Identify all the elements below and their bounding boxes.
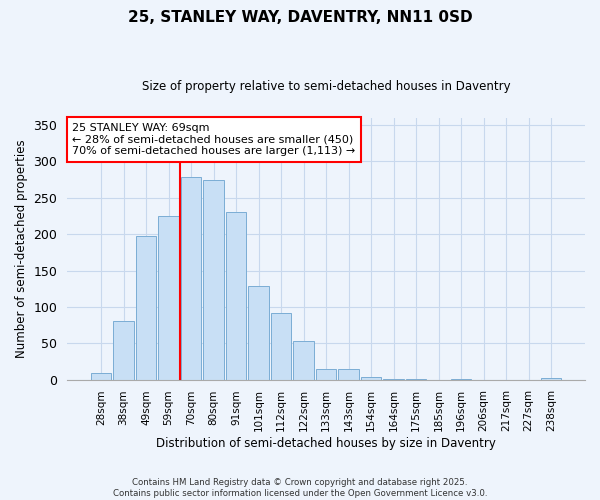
Bar — [91, 373, 112, 380]
Bar — [248, 286, 269, 380]
Bar — [113, 322, 134, 380]
X-axis label: Distribution of semi-detached houses by size in Daventry: Distribution of semi-detached houses by … — [156, 437, 496, 450]
Y-axis label: Number of semi-detached properties: Number of semi-detached properties — [15, 140, 28, 358]
Text: 25, STANLEY WAY, DAVENTRY, NN11 0SD: 25, STANLEY WAY, DAVENTRY, NN11 0SD — [128, 10, 472, 25]
Text: 25 STANLEY WAY: 69sqm
← 28% of semi-detached houses are smaller (450)
70% of sem: 25 STANLEY WAY: 69sqm ← 28% of semi-deta… — [73, 123, 356, 156]
Bar — [181, 178, 202, 380]
Bar — [203, 180, 224, 380]
Bar — [293, 341, 314, 380]
Bar — [316, 370, 337, 380]
Bar — [226, 212, 247, 380]
Bar — [361, 376, 382, 380]
Bar — [158, 216, 179, 380]
Bar — [271, 314, 292, 380]
Bar — [406, 379, 427, 380]
Bar — [383, 379, 404, 380]
Bar — [451, 379, 472, 380]
Bar — [136, 236, 157, 380]
Text: Contains HM Land Registry data © Crown copyright and database right 2025.
Contai: Contains HM Land Registry data © Crown c… — [113, 478, 487, 498]
Bar — [338, 370, 359, 380]
Title: Size of property relative to semi-detached houses in Daventry: Size of property relative to semi-detach… — [142, 80, 511, 93]
Bar — [541, 378, 562, 380]
